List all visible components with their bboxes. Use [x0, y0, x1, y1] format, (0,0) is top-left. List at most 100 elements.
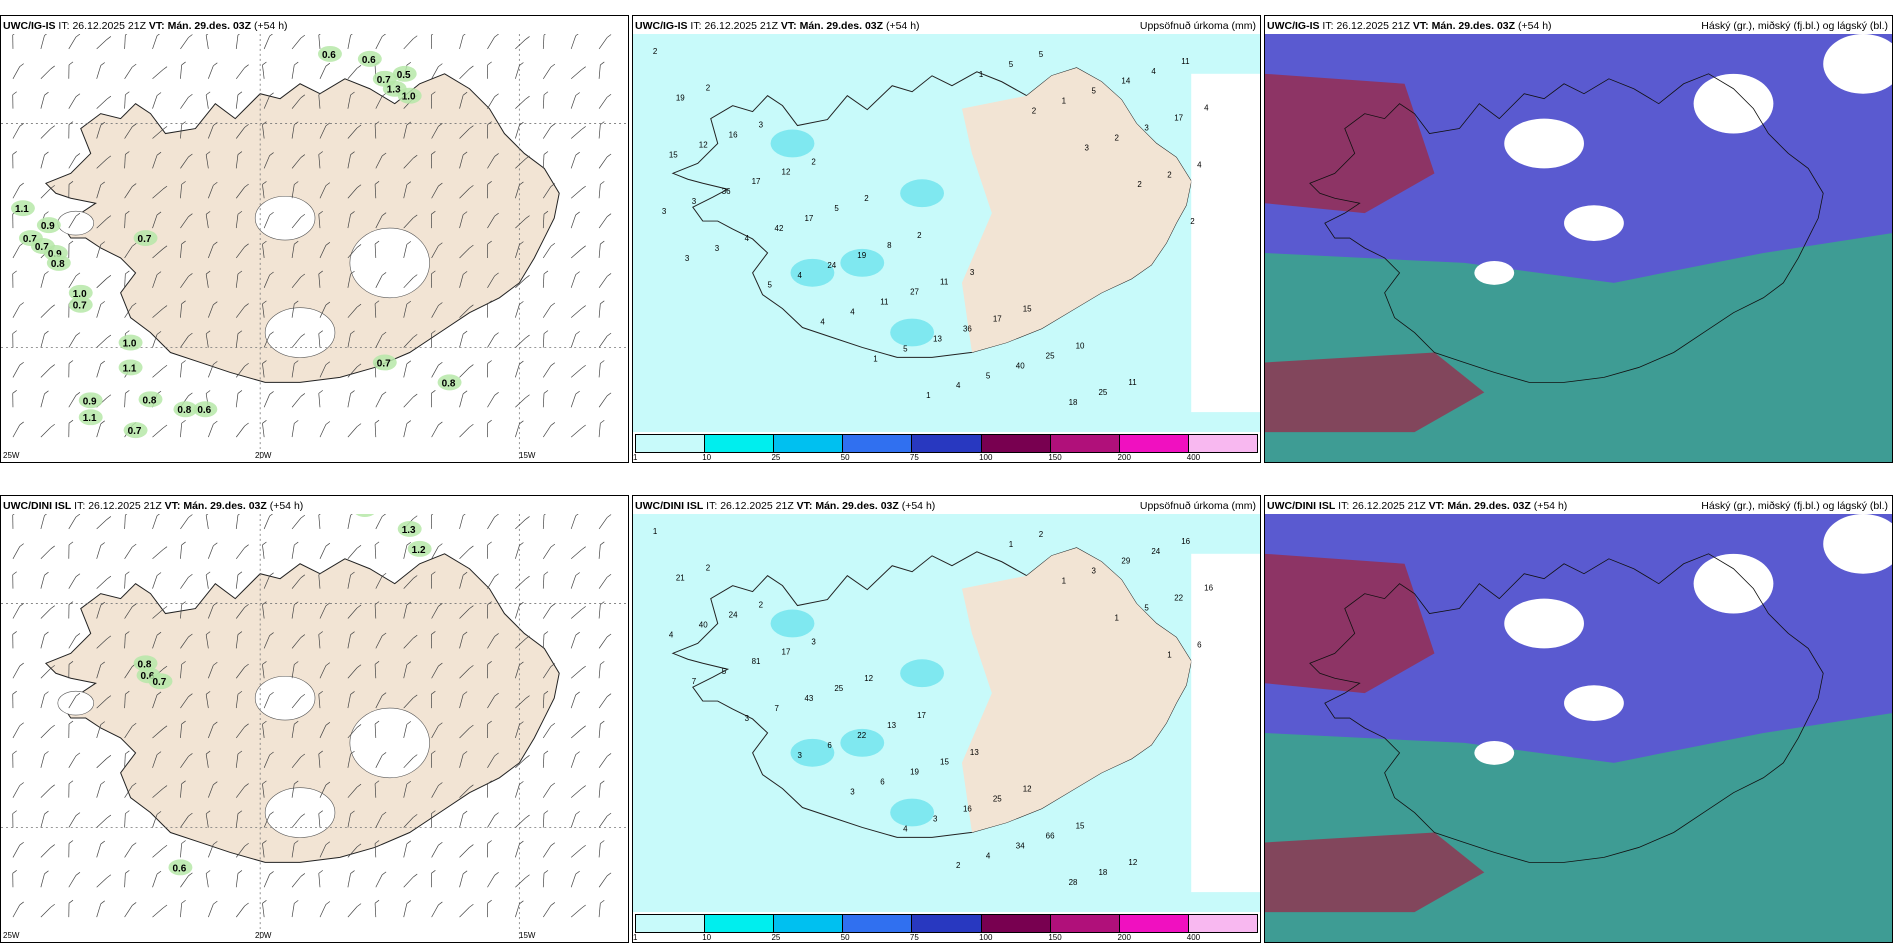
wind-barb-flag: [125, 750, 130, 755]
wind-barb: [542, 333, 545, 348]
wind-barb: [180, 124, 182, 139]
precip-core: [900, 179, 945, 208]
wind-barb-flag: [325, 122, 331, 127]
wind-barb-flag: [469, 364, 474, 368]
wind-barb-flag: [581, 305, 586, 309]
precip-value: 0.7: [377, 358, 391, 369]
wind-barb-flag: [19, 421, 24, 426]
wind-barb-flag: [543, 571, 549, 576]
wind-barb: [235, 154, 239, 169]
wind-barb-flag: [406, 661, 412, 665]
precip-amount: 4: [1197, 160, 1202, 169]
wind-barb: [542, 666, 552, 679]
wind-barb-flag: [213, 181, 218, 186]
wind-barb-flag: [438, 182, 443, 187]
wind-barb: [68, 576, 77, 589]
wind-barb-flag: [381, 152, 387, 157]
wind-barb: [124, 154, 126, 169]
wind-barb-flag: [156, 572, 162, 576]
wind-barb: [319, 304, 327, 318]
wind-barb-flag: [519, 121, 524, 126]
wind-barb-flag: [269, 391, 274, 395]
wind-barb: [598, 64, 601, 79]
wind-barb-flag: [438, 63, 443, 67]
precip-blob: [133, 230, 158, 247]
precip-amount: 4: [956, 381, 961, 390]
wind-barb: [347, 247, 358, 259]
wind-barb: [208, 185, 214, 199]
wind-barb-flag: [44, 91, 49, 96]
wind-barb-flag: [606, 273, 612, 277]
wind-barb-flag: [44, 34, 48, 36]
wind-barb: [291, 544, 295, 559]
wind-barb: [235, 246, 245, 259]
wind-barb: [68, 395, 77, 408]
wind-barb: [403, 157, 414, 169]
precip-amount: 5: [986, 371, 991, 380]
wind-barb: [152, 427, 164, 438]
wind-barb-flag: [356, 65, 362, 69]
precip-amount: 3: [759, 121, 764, 130]
wind-barb-flag: [325, 901, 331, 905]
wind-barb: [180, 544, 182, 559]
wind-barb-flag: [244, 124, 249, 128]
wind-barb-flag: [19, 782, 24, 786]
wind-barb-flag: [156, 211, 162, 216]
wind-barb-flag: [575, 572, 580, 576]
precip-amount: 5: [722, 667, 727, 676]
wind-barb-flag: [462, 330, 468, 335]
wind-barb: [374, 544, 377, 559]
wind-barb: [347, 94, 351, 109]
wind-barb-flag: [262, 61, 267, 66]
wind-barb: [542, 753, 545, 768]
wind-barb-flag: [413, 873, 418, 878]
wind-barb-flag: [300, 393, 306, 397]
wind-barb: [96, 605, 102, 619]
colorbar-label: 50: [840, 453, 850, 462]
wind-barb-flag: [413, 393, 418, 398]
wind-barb: [515, 877, 526, 888]
colorbar-label: 1: [633, 453, 638, 462]
wind-barb: [262, 724, 265, 738]
wind-barb: [263, 635, 270, 649]
precip-value: 0.7: [35, 242, 49, 253]
wind-barb: [431, 305, 439, 318]
wind-barb: [40, 575, 45, 589]
colorbar-labels: 1 10 25 50 75 100 150 200 400: [633, 933, 1258, 942]
precip-value: 0.8: [143, 395, 157, 406]
wind-barb: [318, 214, 321, 229]
wind-barb: [374, 664, 377, 679]
wind-barb: [235, 94, 239, 109]
wind-barb-flag: [125, 151, 130, 155]
wind-barb-flag: [413, 154, 418, 159]
wind-barb-flag: [525, 814, 530, 819]
wind-barb: [374, 184, 377, 199]
wind-barb: [375, 36, 383, 50]
wind-barb: [180, 815, 189, 828]
wind-barb-flag: [181, 541, 186, 546]
wind-barb-flag: [462, 751, 468, 755]
wind-barb-flag: [294, 840, 299, 844]
wind-barb-flag: [300, 154, 306, 158]
colorbar-cell: [636, 435, 706, 452]
wind-barb: [459, 35, 464, 50]
wind-barb-flag: [550, 842, 556, 846]
wind-barb-flag: [156, 811, 162, 815]
precip-amount: 29: [1121, 557, 1130, 566]
wind-barb: [515, 304, 520, 318]
wind-barb: [124, 634, 126, 649]
wind-barb: [570, 393, 577, 408]
wind-barb-flag: [300, 34, 306, 39]
wind-barb-flag: [438, 901, 443, 906]
wind-barb: [515, 158, 526, 169]
wind-barb-flag: [519, 542, 524, 546]
wind-barb-flag: [525, 155, 530, 160]
wind-barb: [291, 876, 302, 888]
precip-amount: 2: [706, 564, 711, 573]
precip-amount: 1: [1062, 97, 1067, 106]
colorbar-cell: [843, 435, 913, 452]
wind-barb: [318, 154, 321, 169]
precip-amount: 1: [1114, 613, 1119, 622]
wind-barb: [180, 37, 189, 50]
wind-barb-flag: [487, 541, 492, 546]
